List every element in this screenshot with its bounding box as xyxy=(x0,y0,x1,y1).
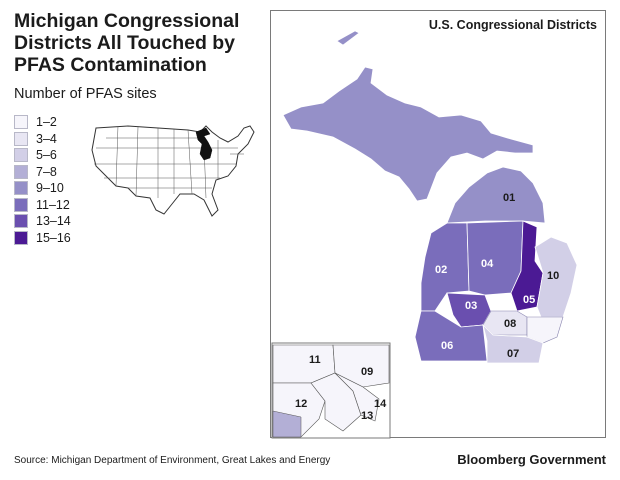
legend-label: 5–6 xyxy=(36,148,57,163)
district-10 xyxy=(534,236,578,318)
legend-label: 13–14 xyxy=(36,214,71,229)
us-locator-map xyxy=(91,125,255,217)
district-label-10: 10 xyxy=(547,270,559,282)
inset-label-13: 13 xyxy=(361,410,373,422)
us-outline xyxy=(91,125,255,217)
district-label-02: 02 xyxy=(435,264,447,276)
district-label-05: 05 xyxy=(523,294,535,306)
district-label-08: 08 xyxy=(504,318,516,330)
legend-swatch xyxy=(14,214,28,229)
michigan-district-map: 01 02 03 04 05 06 07 08 10 11 09 12 13 1… xyxy=(271,30,578,439)
district-01-lower xyxy=(446,166,546,224)
legend-label: 3–4 xyxy=(36,131,57,146)
source-note: Source: Michigan Department of Environme… xyxy=(14,455,331,466)
legend-swatch xyxy=(14,164,28,179)
brand-logo: Bloomberg Government xyxy=(457,452,606,467)
legend-swatch xyxy=(14,148,28,163)
michigan-highlight xyxy=(195,127,213,161)
michigan-map-panel: 01 02 03 04 05 06 07 08 10 11 09 12 13 1… xyxy=(270,10,606,439)
district-label-04: 04 xyxy=(481,258,494,270)
legend-item: 13–14 xyxy=(14,213,71,230)
page-title: Michigan Congressional Districts All Tou… xyxy=(14,10,240,76)
isle-royale xyxy=(336,30,360,46)
inset-label-14: 14 xyxy=(374,398,387,410)
district-04 xyxy=(466,220,524,296)
inset-label-11: 11 xyxy=(309,354,321,366)
inset-label-12: 12 xyxy=(295,398,307,410)
district-label-06: 06 xyxy=(441,340,453,352)
legend-item: 7–8 xyxy=(14,164,71,181)
legend-swatch xyxy=(14,131,28,146)
legend-item: 5–6 xyxy=(14,147,71,164)
legend-item: 3–4 xyxy=(14,131,71,148)
legend-swatch xyxy=(14,197,28,212)
inset-district-09 xyxy=(332,344,390,388)
inset-district-14 xyxy=(334,372,380,422)
legend-item: 11–12 xyxy=(14,197,71,214)
state-borders xyxy=(94,125,244,199)
legend-label: 15–16 xyxy=(36,230,71,245)
district-label-01: 01 xyxy=(503,192,515,204)
district-label-07: 07 xyxy=(507,348,519,360)
district-06 xyxy=(414,310,488,362)
legend-label: 1–2 xyxy=(36,115,57,130)
district-01-upper xyxy=(282,66,534,202)
inset-label-09: 09 xyxy=(361,366,373,378)
legend-label: 11–12 xyxy=(36,197,70,212)
district-label-03: 03 xyxy=(465,300,477,312)
legend: 1–2 3–4 5–6 7–8 9–10 11–12 13–14 15–16 xyxy=(14,114,71,246)
district-02 xyxy=(420,222,470,312)
legend-title: Number of PFAS sites xyxy=(14,86,157,102)
legend-item: 1–2 xyxy=(14,114,71,131)
inset-district-06-edge xyxy=(272,410,302,438)
map-panel-label: U.S. Congressional Districts xyxy=(428,18,597,32)
legend-item: 15–16 xyxy=(14,230,71,247)
legend-label: 7–8 xyxy=(36,164,57,179)
legend-swatch xyxy=(14,230,28,245)
legend-item: 9–10 xyxy=(14,180,71,197)
legend-swatch xyxy=(14,181,28,196)
legend-swatch xyxy=(14,115,28,130)
legend-label: 9–10 xyxy=(36,181,64,196)
district-07 xyxy=(482,323,544,364)
